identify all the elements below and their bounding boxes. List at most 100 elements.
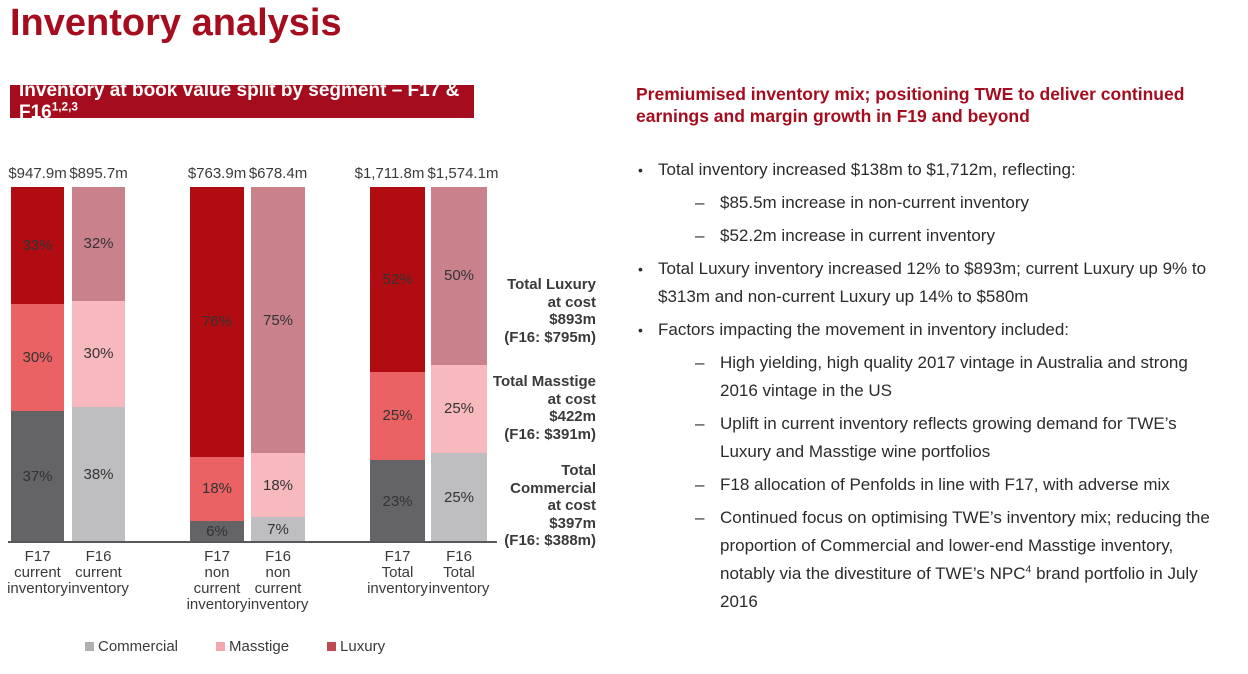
chart-legend: Commercial Masstige Luxury bbox=[85, 638, 385, 655]
bar-column: 75% 18% 7% bbox=[251, 187, 305, 542]
bar-category-label: F17 current inventory bbox=[7, 548, 68, 597]
bullet-dash-icon: – bbox=[695, 353, 705, 372]
bullet-text: Uplift in current inventory reflects gro… bbox=[720, 414, 1177, 461]
segment-percent-label: 32% bbox=[83, 235, 114, 253]
bullet-text: High yielding, high quality 2017 vintage… bbox=[720, 353, 1188, 400]
bar-column: 50% 25% 25% bbox=[431, 187, 487, 542]
bar-total-label: $947.9m bbox=[8, 165, 67, 182]
bar-category-label: F16 non current inventory bbox=[247, 548, 309, 613]
bar-segment-commercial: 38% bbox=[72, 407, 125, 542]
bullet-dash-icon: – bbox=[695, 226, 705, 245]
bullet-item: – $85.5m increase in non-current inventor… bbox=[636, 189, 1232, 217]
bar-segment-masstige: 30% bbox=[72, 300, 125, 408]
bullet-list: • Total inventory increased $138m to $1,7… bbox=[636, 156, 1232, 616]
segment-percent-label: 18% bbox=[262, 476, 294, 494]
bullet-item: – $52.2m increase in current inventory bbox=[636, 222, 1232, 250]
legend-swatch-icon bbox=[327, 642, 337, 651]
bar-segment-masstige: 25% bbox=[431, 364, 487, 454]
bar-segment-commercial: 6% bbox=[190, 520, 244, 542]
chart-title-banner: Inventory at book value split by segment… bbox=[10, 80, 474, 123]
bar-total-label: $895.7m bbox=[69, 165, 128, 182]
legend-swatch-icon bbox=[216, 642, 226, 651]
bullet-text: $52.2m increase in current inventory bbox=[720, 226, 995, 245]
bullet-dot-icon: • bbox=[638, 322, 643, 338]
bar-segment-commercial: 7% bbox=[251, 517, 305, 542]
chart-annotation: Total Commercial at cost $397m (F16: $388m) bbox=[504, 462, 596, 549]
bar-category-label: F16 current inventory bbox=[68, 548, 129, 597]
legend-swatch-icon bbox=[85, 642, 94, 651]
bullet-text: Factors impacting the movement in invent… bbox=[658, 320, 1070, 339]
bar-column: 32% 30% 38% bbox=[72, 187, 125, 542]
segment-percent-label: 76% bbox=[201, 313, 233, 331]
chart-annotation: Total Luxury at cost $893m (F16: $795m) bbox=[504, 276, 596, 346]
segment-percent-label: 6% bbox=[206, 522, 228, 540]
bar-category-label: F17 non current inventory bbox=[186, 548, 248, 613]
bullet-text: Continued focus on optimising TWE’s inve… bbox=[720, 508, 1210, 611]
bar-total-label: $1,711.8m bbox=[354, 165, 425, 182]
bar-total-label: $678.4m bbox=[248, 165, 308, 182]
bar-segment-commercial: 37% bbox=[11, 410, 64, 542]
bar-category-label: F16 Total inventory bbox=[428, 548, 490, 597]
bullet-item: – Uplift in current inventory reflects gr… bbox=[636, 410, 1232, 466]
bullet-item: • Factors impacting the movement in inven… bbox=[636, 316, 1232, 344]
segment-percent-label: 23% bbox=[382, 492, 413, 510]
bar-segment-luxury: 32% bbox=[72, 187, 125, 301]
bar-category-label: F17 Total inventory bbox=[367, 548, 428, 597]
segment-percent-label: 30% bbox=[83, 345, 114, 363]
segment-percent-label: 50% bbox=[443, 267, 475, 285]
segment-percent-label: 52% bbox=[382, 270, 413, 288]
bar-column: 52% 25% 23% bbox=[370, 187, 425, 542]
bar-segment-masstige: 25% bbox=[370, 371, 425, 461]
bullet-dash-icon: – bbox=[695, 475, 705, 494]
bullet-text: Total Luxury inventory increased 12% to … bbox=[658, 259, 1207, 306]
bar-segment-luxury: 52% bbox=[370, 187, 425, 372]
bar-total-label: $763.9m bbox=[187, 165, 247, 182]
segment-percent-label: 7% bbox=[267, 521, 289, 539]
legend-label: Masstige bbox=[229, 638, 290, 655]
legend-item-masstige: Masstige bbox=[216, 638, 289, 655]
bullet-dash-icon: – bbox=[695, 414, 705, 433]
bullet-dot-icon: • bbox=[638, 162, 643, 178]
bar-segment-masstige: 18% bbox=[190, 456, 244, 521]
chart-title: Inventory at book value split by segment… bbox=[19, 79, 460, 123]
bar-segment-luxury: 75% bbox=[251, 187, 305, 454]
x-axis-line bbox=[8, 541, 497, 543]
bar-total-label: $1,574.1m bbox=[427, 165, 499, 182]
page-title: Inventory analysis bbox=[10, 2, 342, 44]
inventory-chart-panel: Inventory at book value split by segment… bbox=[7, 80, 596, 655]
bullet-text: Total inventory increased $138m to $1,71… bbox=[658, 160, 1076, 179]
legend-item-commercial: Commercial bbox=[85, 638, 178, 655]
legend-label: Commercial bbox=[98, 638, 179, 655]
bar-column: 76% 18% 6% bbox=[190, 187, 244, 542]
legend-item-luxury: Luxury bbox=[327, 638, 385, 655]
bullet-item: • Total Luxury inventory increased 12% to… bbox=[636, 255, 1232, 311]
bullet-item: • Total inventory increased $138m to $1,7… bbox=[636, 156, 1232, 184]
commentary-panel: Premiumised inventory mix; positioning T… bbox=[636, 84, 1232, 621]
bar-segment-commercial: 23% bbox=[370, 460, 425, 542]
bullet-text: $85.5m increase in non-current inventory bbox=[720, 193, 1029, 212]
bullet-item: – Continued focus on optimising TWE’s inv… bbox=[636, 504, 1232, 616]
bar-column: 33% 30% 37% bbox=[11, 187, 64, 542]
bullet-dash-icon: – bbox=[695, 508, 705, 527]
segment-percent-label: 33% bbox=[22, 237, 53, 255]
bar-segment-masstige: 30% bbox=[11, 304, 64, 411]
segment-percent-label: 25% bbox=[443, 400, 475, 418]
bullet-item: – High yielding, high quality 2017 vintag… bbox=[636, 349, 1232, 405]
segment-percent-label: 18% bbox=[201, 480, 233, 498]
segment-percent-label: 37% bbox=[22, 467, 53, 485]
legend-label: Luxury bbox=[340, 638, 386, 655]
chart-annotation: Total Masstige at cost $422m (F16: $391m) bbox=[492, 373, 596, 443]
bar-segment-luxury: 50% bbox=[431, 187, 487, 365]
segment-percent-label: 38% bbox=[83, 466, 114, 484]
bullet-text: F18 allocation of Penfolds in line with … bbox=[720, 475, 1170, 494]
bullet-item: – F18 allocation of Penfolds in line with… bbox=[636, 471, 1232, 499]
segment-percent-label: 75% bbox=[262, 311, 294, 329]
bar-segment-commercial: 25% bbox=[431, 453, 487, 542]
bullet-dot-icon: • bbox=[638, 261, 643, 277]
bar-segment-masstige: 18% bbox=[251, 453, 305, 518]
bar-segment-luxury: 76% bbox=[190, 187, 244, 457]
bar-segment-luxury: 33% bbox=[11, 187, 64, 305]
segment-percent-label: 30% bbox=[22, 348, 53, 366]
segment-percent-label: 25% bbox=[382, 407, 413, 425]
